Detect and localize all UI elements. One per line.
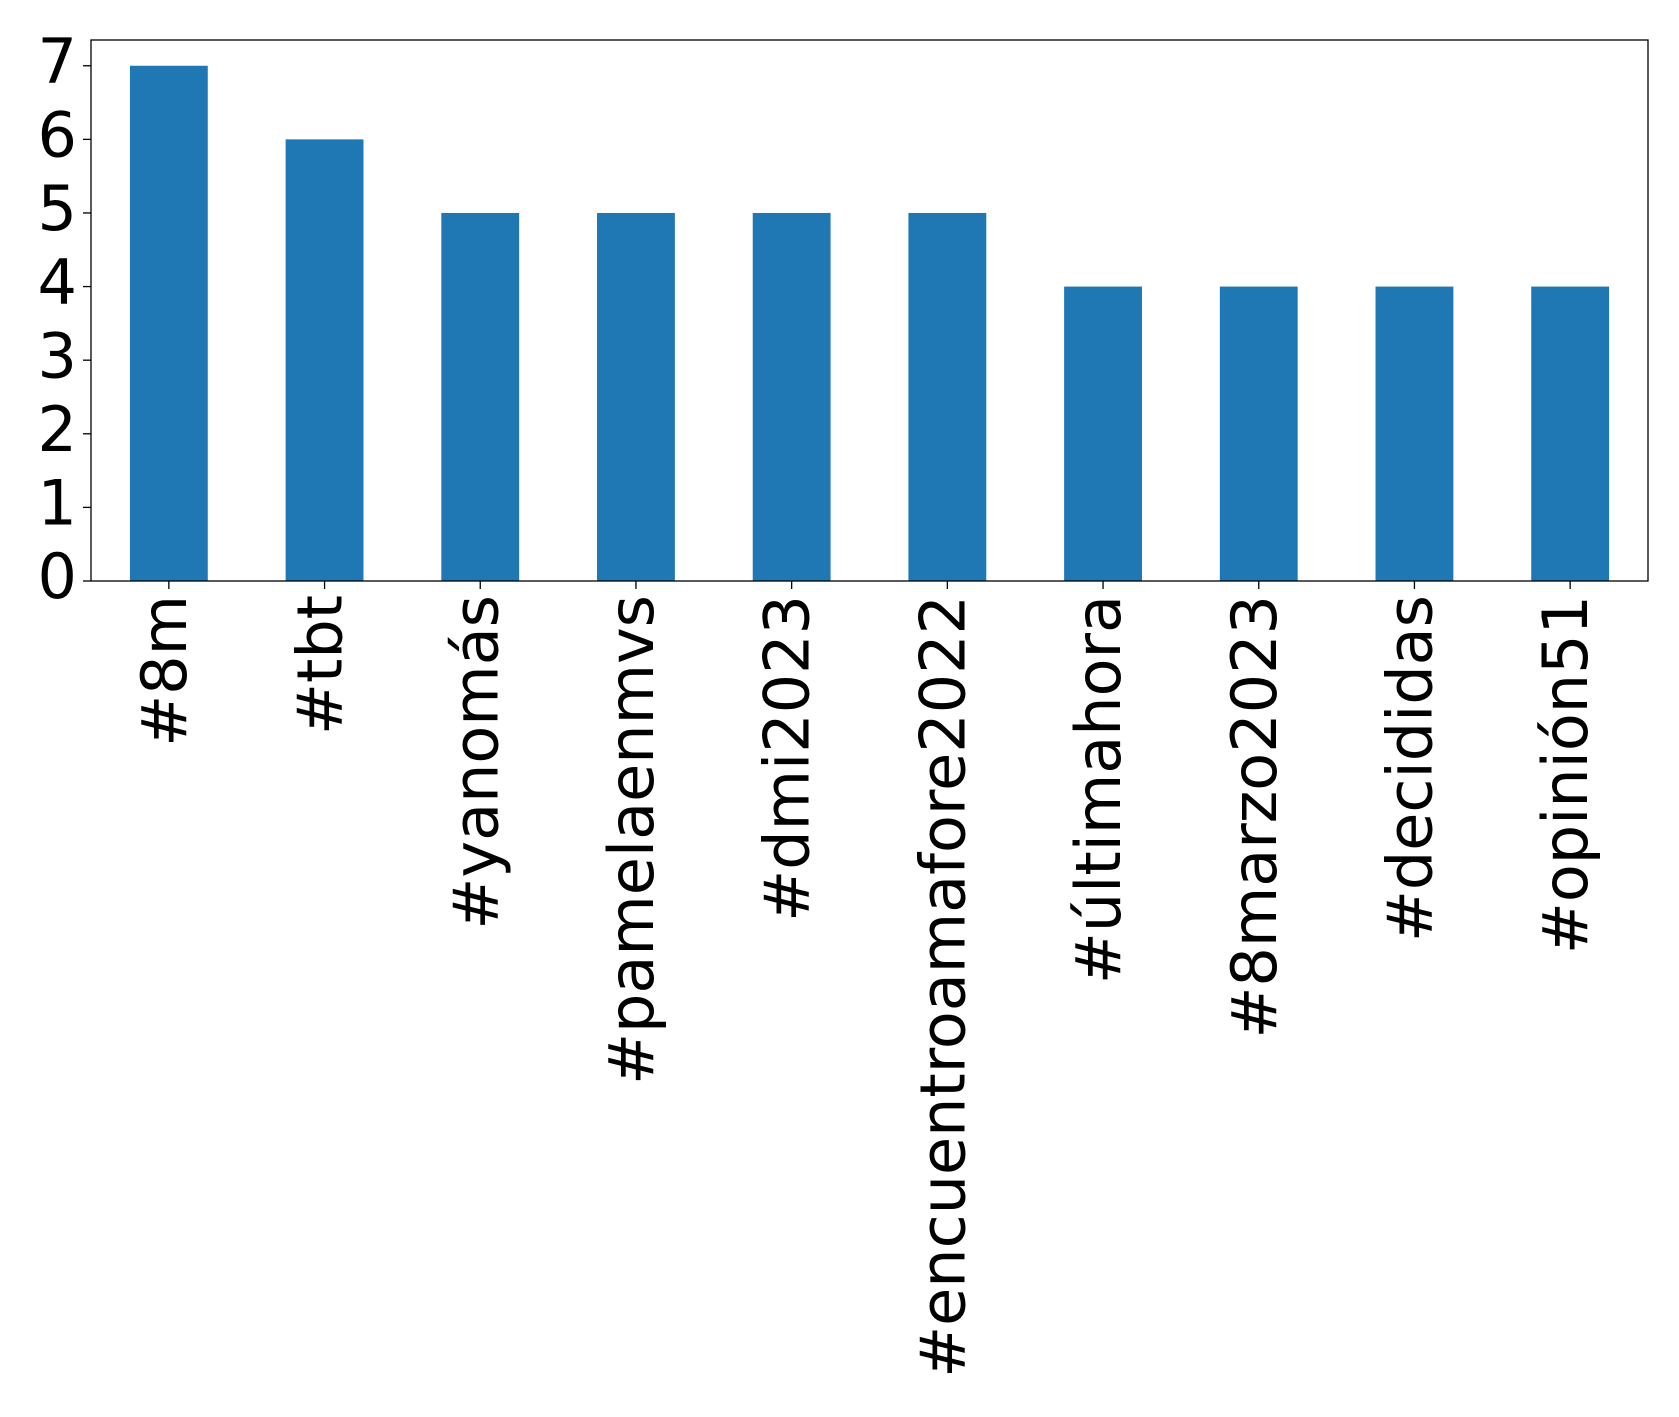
y-tick-label: 0 — [38, 540, 77, 613]
bar — [441, 212, 520, 582]
y-tick-label: 2 — [38, 393, 77, 466]
plot-frame — [90, 39, 1649, 582]
x-tick-label: #opinión51 — [1529, 595, 1602, 954]
x-tick-label: #8m — [128, 595, 201, 747]
bar — [597, 212, 675, 582]
y-tick-label: 5 — [38, 172, 77, 245]
x-tick-label: #yanomás — [439, 595, 512, 930]
bar — [129, 65, 208, 581]
y-tick-label: 6 — [38, 98, 77, 171]
bar — [285, 139, 364, 581]
x-tick-label: #tbt — [284, 595, 357, 735]
x-tick-label: #8marzo2023 — [1218, 595, 1291, 1039]
bar — [752, 212, 831, 582]
y-tick-label: 7 — [38, 25, 77, 98]
x-tick-label: #pamelaenmvs — [595, 595, 668, 1085]
x-tick-label: #dmi2023 — [751, 595, 824, 922]
bar — [1219, 286, 1298, 581]
x-tick-label: #encuentroamafore2022 — [906, 595, 979, 1378]
y-tick-label: 1 — [38, 466, 77, 539]
x-tick-label: #últimahora — [1062, 595, 1135, 984]
bar — [1375, 286, 1454, 581]
bar — [1064, 286, 1142, 581]
y-tick-label: 3 — [38, 319, 77, 392]
bar — [908, 212, 987, 582]
x-tick-label: #decididas — [1374, 595, 1447, 942]
bar — [1531, 286, 1610, 581]
y-tick-label: 4 — [38, 246, 77, 319]
